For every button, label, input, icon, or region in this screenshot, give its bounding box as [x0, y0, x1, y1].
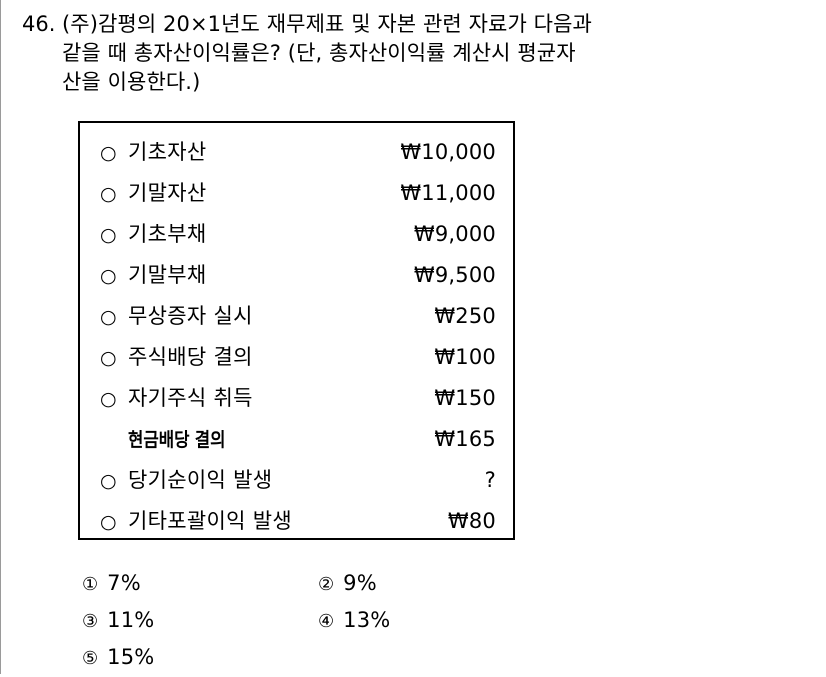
- circle-bullet-icon: ○: [100, 470, 117, 492]
- table-row: ○ 기초부채 ₩9,000: [100, 214, 496, 255]
- question-block: 46. (주)감평의 20×1년도 재무제표 및 자본 관련 자료가 다음과 같…: [22, 10, 812, 97]
- choice-option-1[interactable]: ① 7%: [82, 565, 318, 603]
- data-box: ○ 기초자산 ₩10,000 ○ 기말자산 ₩11,000 ○ 기초부채 ₩9,…: [78, 121, 515, 540]
- row-value: ₩11,000: [400, 181, 496, 205]
- row-value: ₩80: [447, 509, 496, 533]
- choice-marker-icon: ⑤: [82, 648, 99, 669]
- question-line: 같을 때 총자산이익률은? (단, 총자산이익률 계산시 평균자: [62, 41, 576, 65]
- choice-label: 13%: [343, 608, 391, 632]
- circle-bullet-icon: ○: [100, 388, 117, 410]
- choice-label: 7%: [107, 571, 141, 595]
- choice-option-5[interactable]: ⑤ 15%: [82, 639, 318, 677]
- row-label: 기말자산: [128, 181, 207, 205]
- choice-row: ① 7% ② 9%: [82, 565, 682, 602]
- row-label: 무상증자 실시: [128, 304, 253, 328]
- table-row: ○ 무상증자 실시 ₩250: [100, 296, 496, 337]
- page-left-rule: [0, 0, 1, 674]
- data-row-list: ○ 기초자산 ₩10,000 ○ 기말자산 ₩11,000 ○ 기초부채 ₩9,…: [100, 132, 496, 542]
- row-label: 기타포괄이익 발생: [128, 509, 292, 533]
- table-row: ○ 주식배당 결의 ₩100: [100, 337, 496, 378]
- row-label: 현금배당 결의: [128, 429, 226, 451]
- row-label: 당기순이익 발생: [128, 468, 273, 492]
- choice-option-2[interactable]: ② 9%: [318, 565, 554, 603]
- row-value: ₩165: [434, 427, 496, 451]
- row-value: ₩100: [434, 345, 496, 369]
- table-row: ○ 자기주식 취득 ₩150: [100, 378, 496, 419]
- answer-choices: ① 7% ② 9% ③ 11% ④ 13% ⑤ 15%: [82, 565, 682, 676]
- row-label: 주식배당 결의: [128, 345, 253, 369]
- choice-label: 15%: [107, 645, 155, 669]
- choice-marker-icon: ④: [318, 611, 335, 632]
- row-label: 기말부채: [128, 263, 207, 287]
- circle-bullet-icon: ○: [100, 183, 117, 205]
- row-value: ?: [484, 468, 496, 492]
- row-label: 기초부채: [128, 222, 207, 246]
- table-row: ○ 기초자산 ₩10,000: [100, 132, 496, 173]
- choice-marker-icon: ①: [82, 574, 99, 595]
- question-line: 산을 이용한다.): [62, 70, 201, 94]
- question-text: (주)감평의 20×1년도 재무제표 및 자본 관련 자료가 다음과 같을 때 …: [62, 10, 812, 97]
- question-line: (주)감평의 20×1년도 재무제표 및 자본 관련 자료가 다음과: [62, 12, 592, 36]
- question-number: 46.: [22, 12, 56, 36]
- table-row: ○ 기말부채 ₩9,500: [100, 255, 496, 296]
- choice-row: ③ 11% ④ 13%: [82, 602, 682, 639]
- table-row: ○ 기타포괄이익 발생 ₩80: [100, 501, 496, 542]
- row-label: 자기주식 취득: [128, 386, 253, 410]
- circle-bullet-icon: ○: [100, 265, 117, 287]
- table-row: ○ 기말자산 ₩11,000: [100, 173, 496, 214]
- circle-bullet-icon: ○: [100, 347, 117, 369]
- choice-option-3[interactable]: ③ 11%: [82, 602, 318, 640]
- row-value: ₩9,000: [413, 222, 496, 246]
- row-value: ₩10,000: [400, 140, 496, 164]
- circle-bullet-icon: ○: [100, 224, 117, 246]
- row-value: ₩250: [434, 304, 496, 328]
- choice-label: 9%: [343, 571, 377, 595]
- choice-label: 11%: [107, 608, 155, 632]
- row-value: ₩150: [434, 386, 496, 410]
- row-label: 기초자산: [128, 140, 207, 164]
- row-value: ₩9,500: [413, 263, 496, 287]
- table-row: ○ 당기순이익 발생 ?: [100, 460, 496, 501]
- circle-bullet-icon: ○: [100, 511, 117, 533]
- choice-option-4[interactable]: ④ 13%: [318, 602, 554, 640]
- circle-bullet-icon: ○: [100, 142, 117, 164]
- circle-bullet-icon: ○: [100, 306, 117, 328]
- table-row: 현금배당 결의 ₩165: [100, 419, 496, 460]
- choice-marker-icon: ③: [82, 611, 99, 632]
- choice-row: ⑤ 15%: [82, 639, 682, 676]
- choice-marker-icon: ②: [318, 574, 335, 595]
